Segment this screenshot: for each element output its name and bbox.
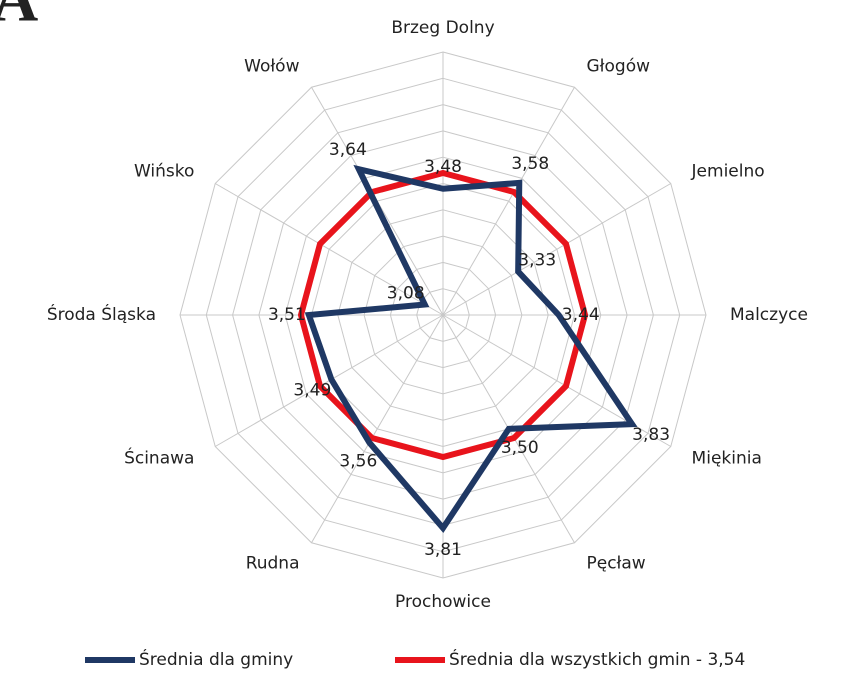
value-label: 3,58: [511, 154, 549, 174]
axis-label: Wińsko: [134, 162, 194, 182]
legend-label: Średnia dla gminy: [139, 648, 293, 670]
panel-label: A: [0, 0, 38, 35]
axis-label: Pęcław: [587, 554, 646, 574]
axis-label: Brzeg Dolny: [391, 18, 494, 38]
axis-label: Miękinia: [692, 449, 762, 469]
axis-label: Środa Śląska: [47, 303, 156, 325]
value-label: 3,51: [268, 305, 306, 325]
axis-label: Jemielno: [691, 162, 765, 182]
value-label: 3,49: [293, 380, 331, 400]
spoke: [442, 183, 672, 316]
value-label: 3,83: [632, 425, 670, 445]
axis-label: Ścinawa: [124, 447, 194, 469]
value-label: 3,48: [424, 157, 462, 177]
axis-label: Wołów: [244, 56, 299, 76]
axis-label: Rudna: [246, 554, 300, 574]
axis-label: Głogów: [587, 56, 651, 76]
spoke: [311, 314, 444, 544]
value-label: 3,56: [339, 452, 377, 472]
series-line: [304, 164, 638, 533]
value-label: 3,81: [424, 540, 462, 560]
series-line: [297, 169, 589, 461]
value-label: 3,64: [329, 140, 367, 160]
spoke: [442, 86, 575, 316]
axis-label: Malczyce: [730, 305, 808, 325]
axis-label: Prochowice: [395, 592, 491, 612]
value-label: 3,08: [387, 283, 425, 303]
value-label: 3,33: [518, 251, 556, 271]
value-label: 3,44: [562, 305, 600, 325]
spoke: [214, 183, 444, 316]
legend-label: Średnia dla wszystkich gmin - 3,54: [449, 648, 745, 670]
value-label: 3,50: [501, 438, 539, 458]
